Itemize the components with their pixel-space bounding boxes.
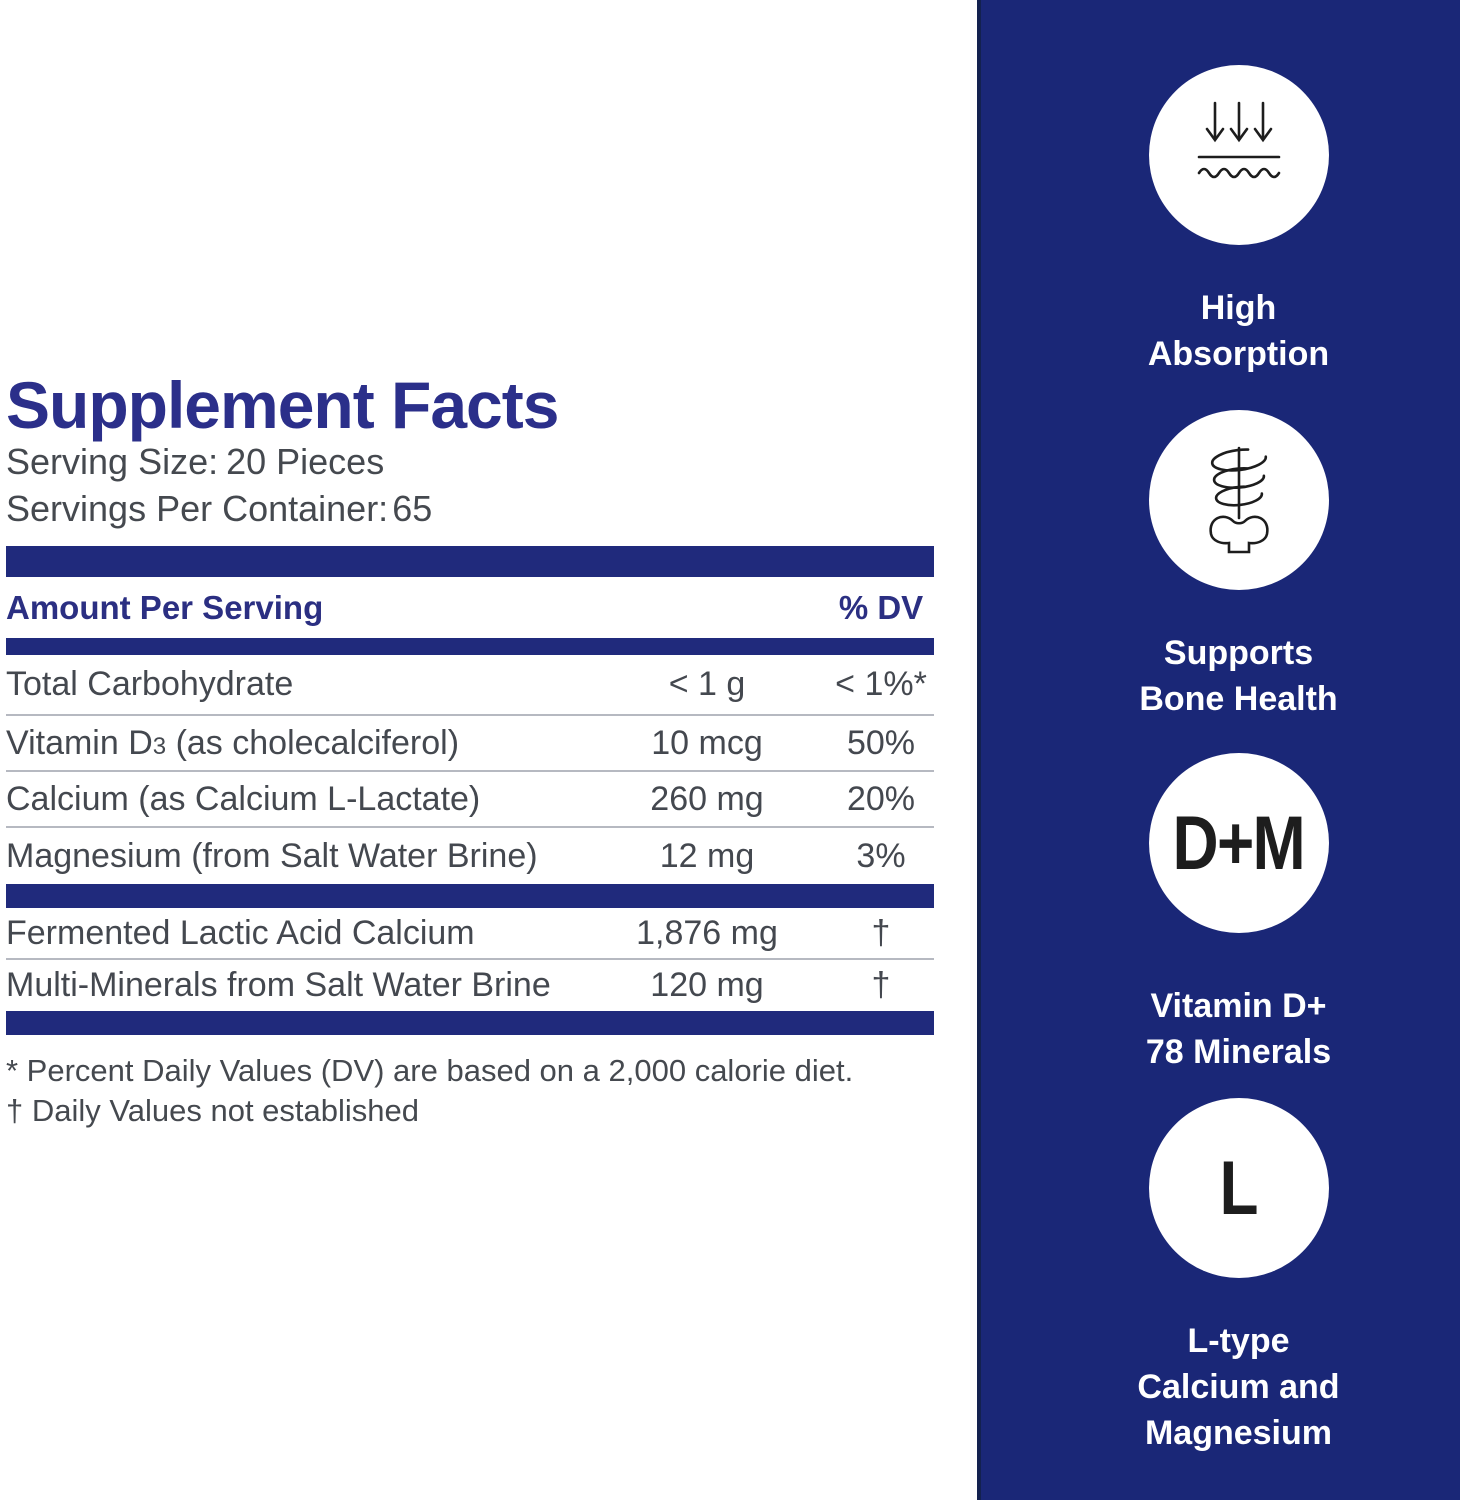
nutrient-dv: 20%: [846, 779, 916, 818]
nutrient-name: Calcium (as Calcium L-Lactate): [6, 779, 481, 818]
feature-label: High Absorption: [1147, 289, 1330, 373]
nutrient-name: Magnesium (from Salt Water Brine): [6, 836, 538, 875]
absorption-arrows-icon: [1197, 101, 1280, 179]
footnote-dv: * Percent Daily Values (DV) are based on…: [6, 1053, 854, 1088]
feature-panel: High Absorption Supports Bone Health: [977, 0, 1460, 1500]
serving-size-line: Serving Size: 20 Pieces: [6, 438, 934, 485]
nutrient-amount: 1,876 mg: [636, 913, 778, 952]
servings-per-container-label: Servings Per Container:: [6, 488, 389, 529]
amount-per-serving-header: Amount Per Serving: [6, 588, 324, 626]
nutrient-dv: 50%: [846, 723, 916, 762]
serving-size-label: Serving Size:: [6, 441, 219, 482]
table-row: Calcium (as Calcium L-Lactate) 260 mg 20…: [6, 772, 934, 828]
feature-circle: [1148, 410, 1329, 590]
l-monogram-icon: L: [1219, 1145, 1259, 1231]
nutrient-name: Multi-Minerals from Salt Water Brine: [6, 966, 551, 1004]
nutrient-amount: < 1 g: [668, 665, 746, 703]
nutrient-dv: < 1%*: [835, 665, 927, 703]
page-title: Supplement Facts: [6, 368, 559, 442]
table-bottom-bar: [6, 1011, 934, 1035]
table-top-bar: [6, 546, 934, 577]
feature-label: L-type Calcium and Magnesium: [1137, 1322, 1340, 1452]
table-row: Fermented Lactic Acid Calcium 1,876 mg †: [6, 908, 934, 960]
feature-label: Vitamin D+ 78 Minerals: [1145, 987, 1332, 1071]
subscript-3: 3: [152, 732, 167, 760]
feature-high-absorption: High Absorption: [1025, 65, 1452, 377]
nutrient-dv: 3%: [856, 836, 906, 875]
table-row: Multi-Minerals from Salt Water Brine 120…: [6, 960, 934, 1011]
table-row: Vitamin D3 (as cholecalciferol) 10 mcg 5…: [6, 716, 934, 772]
footnotes: * Percent Daily Values (DV) are based on…: [6, 1051, 934, 1131]
servings-per-container-line: Servings Per Container: 65: [6, 485, 934, 532]
table-section-bar: [6, 884, 934, 908]
feature-label: Supports Bone Health: [1139, 634, 1338, 718]
supplement-facts-section: Supplement Facts Serving Size: 20 Pieces …: [6, 372, 934, 1131]
nutrient-name: Fermented Lactic Acid Calcium: [6, 913, 475, 952]
nutrient-dv: †: [871, 966, 891, 1004]
table-row: Total Carbohydrate < 1 g < 1%*: [6, 655, 934, 716]
feature-vitamin-d-minerals: D+M Vitamin D+ 78 Minerals: [1025, 753, 1452, 1075]
feature-circle: D+M: [1148, 753, 1329, 933]
feature-circle: [1148, 65, 1329, 245]
footnote-dagger: † Daily Values not established: [6, 1093, 420, 1128]
spine-icon: [1208, 446, 1269, 554]
nutrient-amount: 120 mg: [650, 966, 764, 1004]
servings-per-container-value: 65: [392, 488, 433, 529]
dm-monogram-icon: D+M: [1172, 800, 1306, 886]
serving-size-value: 20 Pieces: [226, 441, 385, 482]
feature-circle: L: [1148, 1098, 1329, 1278]
nutrient-name: Vitamin D3 (as cholecalciferol): [6, 723, 460, 762]
feature-bone-health: Supports Bone Health: [1025, 410, 1452, 722]
nutrient-amount: 12 mg: [659, 836, 755, 875]
table-header-bar: [6, 638, 934, 655]
table-row: Magnesium (from Salt Water Brine) 12 mg …: [6, 828, 934, 884]
nutrient-amount: 260 mg: [650, 779, 764, 818]
percent-dv-header: % DV: [838, 588, 924, 626]
nutrient-dv: †: [871, 913, 891, 952]
table-header: Amount Per Serving % DV: [6, 577, 934, 638]
nutrient-name: Total Carbohydrate: [6, 665, 294, 703]
nutrient-amount: 10 mcg: [651, 723, 763, 762]
feature-l-type: L L-type Calcium and Magnesium: [1025, 1098, 1452, 1456]
